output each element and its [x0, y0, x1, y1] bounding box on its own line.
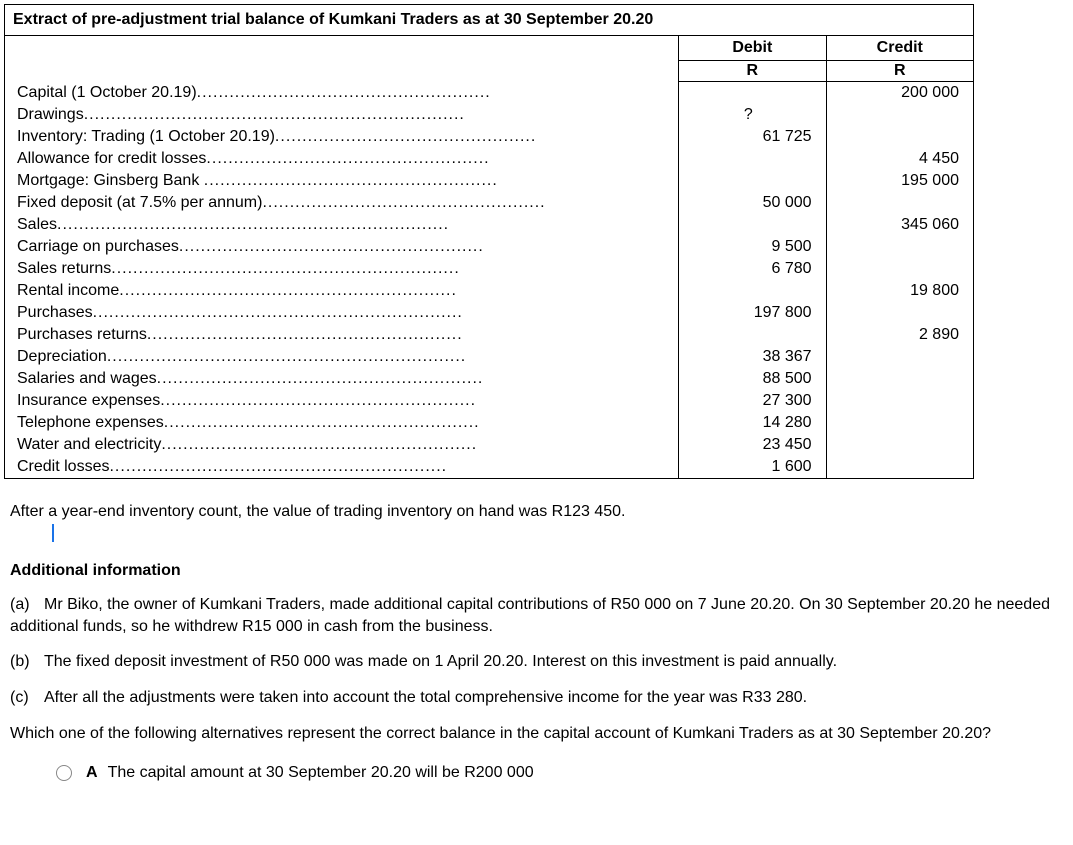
credit-amount: [826, 258, 973, 280]
table-row: Rental income...........................…: [5, 280, 974, 302]
question-text: Which one of the following alternatives …: [10, 723, 1050, 745]
debit-amount: 50 000: [679, 192, 826, 214]
credit-amount: [826, 390, 973, 412]
option-a[interactable]: A The capital amount at 30 September 20.…: [56, 765, 1063, 781]
debit-amount: [679, 324, 826, 346]
additional-info-heading: Additional information: [10, 562, 1057, 580]
table-row: Drawings................................…: [5, 104, 974, 126]
table-row: Allowance for credit losses.............…: [5, 148, 974, 170]
credit-amount: 200 000: [826, 82, 973, 105]
account-name: Depreciation............................…: [5, 346, 679, 368]
debit-amount: 197 800: [679, 302, 826, 324]
account-name: Drawings................................…: [5, 104, 679, 126]
table-row: Sales returns...........................…: [5, 258, 974, 280]
account-name: Telephone expenses......................…: [5, 412, 679, 434]
option-a-label: A: [86, 765, 98, 781]
debit-amount: 1 600: [679, 456, 826, 479]
info-c: (c)After all the adjustments were taken …: [10, 687, 1050, 709]
account-name: Purchases...............................…: [5, 302, 679, 324]
account-name: Inventory: Trading (1 October 20.19)....…: [5, 126, 679, 148]
credit-amount: [826, 302, 973, 324]
account-name: Sales returns...........................…: [5, 258, 679, 280]
credit-amount: [826, 236, 973, 258]
debit-amount: 14 280: [679, 412, 826, 434]
table-row: Mortgage: Ginsberg Bank ................…: [5, 170, 974, 192]
table-row: Inventory: Trading (1 October 20.19)....…: [5, 126, 974, 148]
account-name: Credit losses...........................…: [5, 456, 679, 479]
account-name: Insurance expenses......................…: [5, 390, 679, 412]
trial-balance-table: Extract of pre-adjustment trial balance …: [4, 4, 974, 479]
table-row: Sales...................................…: [5, 214, 974, 236]
credit-amount: [826, 126, 973, 148]
credit-amount: 19 800: [826, 280, 973, 302]
credit-amount: [826, 456, 973, 479]
debit-amount: 61 725: [679, 126, 826, 148]
table-row: Water and electricity...................…: [5, 434, 974, 456]
account-name: Sales...................................…: [5, 214, 679, 236]
debit-amount: 38 367: [679, 346, 826, 368]
credit-amount: 195 000: [826, 170, 973, 192]
debit-amount: 88 500: [679, 368, 826, 390]
credit-amount: [826, 368, 973, 390]
table-row: Fixed deposit (at 7.5% per annum).......…: [5, 192, 974, 214]
debit-amount: [679, 148, 826, 170]
credit-amount: [826, 192, 973, 214]
credit-amount: 345 060: [826, 214, 973, 236]
account-name: Purchases returns.......................…: [5, 324, 679, 346]
debit-amount: [679, 280, 826, 302]
header-credit-currency: R: [826, 61, 973, 82]
table-row: Purchases...............................…: [5, 302, 974, 324]
table-title: Extract of pre-adjustment trial balance …: [5, 5, 974, 36]
table-row: Capital (1 October 20.19)...............…: [5, 82, 974, 105]
debit-amount: [679, 82, 826, 105]
option-a-text: The capital amount at 30 September 20.20…: [108, 765, 534, 781]
debit-amount: 23 450: [679, 434, 826, 456]
credit-amount: [826, 104, 973, 126]
radio-icon[interactable]: [56, 765, 72, 781]
account-name: Rental income...........................…: [5, 280, 679, 302]
table-row: Telephone expenses......................…: [5, 412, 974, 434]
account-name: Fixed deposit (at 7.5% per annum).......…: [5, 192, 679, 214]
info-a: (a)Mr Biko, the owner of Kumkani Traders…: [10, 594, 1050, 637]
table-row: Credit losses...........................…: [5, 456, 974, 479]
debit-amount: 6 780: [679, 258, 826, 280]
table-row: Purchases returns.......................…: [5, 324, 974, 346]
header-debit-currency: R: [679, 61, 826, 82]
text-cursor: [52, 524, 54, 542]
debit-amount: 27 300: [679, 390, 826, 412]
account-name: Salaries and wages......................…: [5, 368, 679, 390]
debit-amount: [679, 214, 826, 236]
account-name: Capital (1 October 20.19)...............…: [5, 82, 679, 105]
credit-amount: 2 890: [826, 324, 973, 346]
header-debit: Debit: [679, 36, 826, 61]
credit-amount: [826, 346, 973, 368]
debit-amount: 9 500: [679, 236, 826, 258]
account-name: Water and electricity...................…: [5, 434, 679, 456]
header-blank: [5, 36, 679, 82]
account-name: Allowance for credit losses.............…: [5, 148, 679, 170]
inventory-note: After a year-end inventory count, the va…: [10, 501, 1050, 544]
credit-amount: [826, 412, 973, 434]
account-name: Carriage on purchases...................…: [5, 236, 679, 258]
debit-amount: [679, 170, 826, 192]
debit-amount: ?: [679, 104, 826, 126]
credit-amount: 4 450: [826, 148, 973, 170]
credit-amount: [826, 434, 973, 456]
table-row: Depreciation............................…: [5, 346, 974, 368]
table-row: Salaries and wages......................…: [5, 368, 974, 390]
table-row: Carriage on purchases...................…: [5, 236, 974, 258]
header-credit: Credit: [826, 36, 973, 61]
table-row: Insurance expenses......................…: [5, 390, 974, 412]
account-name: Mortgage: Ginsberg Bank ................…: [5, 170, 679, 192]
info-b: (b)The fixed deposit investment of R50 0…: [10, 651, 1050, 673]
